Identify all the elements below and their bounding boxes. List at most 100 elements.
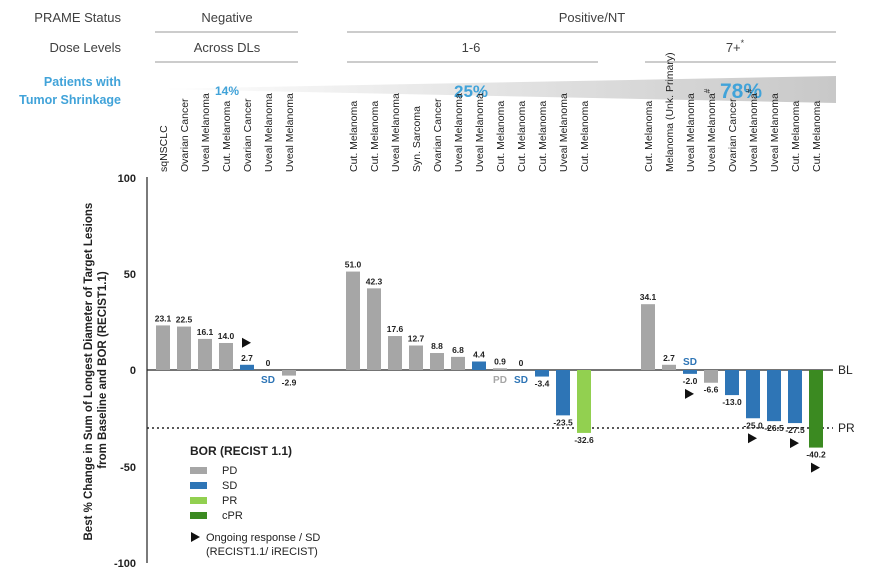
baseline-label: BL xyxy=(838,363,853,377)
legend-swatch-sd xyxy=(190,482,207,489)
data-label: 51.0 xyxy=(345,260,362,270)
bar xyxy=(451,356,465,370)
legend-label-sd: SD xyxy=(222,480,237,492)
data-label: 17.6 xyxy=(387,324,404,334)
y-tick-label: -100 xyxy=(114,558,136,570)
x-category-label: Uveal Melanoma xyxy=(390,93,402,172)
negative-label: Negative xyxy=(201,10,252,25)
category-mark: # xyxy=(745,88,754,93)
shrinkage-label-line2: Tumor Shrinkage xyxy=(19,93,121,107)
bar xyxy=(767,370,781,422)
ongoing-arrow-icon xyxy=(811,462,820,473)
prame-status-label: PRAME Status xyxy=(34,10,121,25)
legend-label-cpr: cPR xyxy=(222,510,243,522)
y-axis-title-line1: Best % Change in Sum of Longest Diameter… xyxy=(83,203,95,541)
data-label: 0 xyxy=(266,358,271,368)
shrinkage-negative: 14% xyxy=(215,84,239,98)
legend-label-pr: PR xyxy=(222,495,237,507)
bar xyxy=(556,370,570,416)
bor-tag: PD xyxy=(493,375,507,386)
data-label: 4.4 xyxy=(473,350,485,360)
x-category-label: Ovarian Cancer xyxy=(242,98,254,172)
bar xyxy=(662,364,676,370)
data-label: -3.4 xyxy=(535,379,550,389)
x-category-label: Uveal Melanoma xyxy=(685,93,697,172)
bar xyxy=(177,326,191,370)
y-axis-title-line2: from Baseline and BOR (RECIST1.1) xyxy=(97,271,109,469)
y-axis-title: Best % Change in Sum of Longest Diameter… xyxy=(83,199,109,540)
data-label: 0.9 xyxy=(494,356,506,366)
bar xyxy=(725,370,739,396)
bar xyxy=(409,345,423,370)
data-label: -32.6 xyxy=(574,435,594,445)
data-label: -27.5 xyxy=(785,425,805,435)
x-category-label: Cut. Melanoma xyxy=(537,101,549,172)
y-tick-label: 100 xyxy=(118,173,136,185)
bar xyxy=(535,370,549,377)
bor-tag: SD xyxy=(261,375,275,386)
data-label: 12.7 xyxy=(408,333,425,343)
x-category-label: Cut. Melanoma xyxy=(369,101,381,172)
legend-ongoing-label-line2: (RECIST1.1/ iRECIST) xyxy=(206,546,318,558)
x-category-label: Cut. Melanoma xyxy=(516,101,528,172)
header: PRAME Status Negative Positive/NT Dose L… xyxy=(19,10,836,107)
shrinkage-dl1-6: 25% xyxy=(454,82,488,101)
x-category-label: Ovarian Cancer xyxy=(727,98,739,172)
x-category-label: Uveal Melanoma xyxy=(263,93,275,172)
data-label: -26.5 xyxy=(764,423,784,433)
legend: BOR (RECIST 1.1) PD SD PR cPR Ongoing re… xyxy=(190,444,320,558)
data-label: -25.0 xyxy=(743,420,763,430)
data-label: 22.5 xyxy=(176,315,193,325)
x-category-label: Uveal Melanoma xyxy=(558,93,570,172)
shrinkage-dl7plus: 78% xyxy=(720,80,762,103)
x-category-label: Cut. Melanoma xyxy=(643,101,655,172)
bar xyxy=(156,325,170,370)
x-category-label: Uveal Melanoma# xyxy=(703,88,718,172)
shrinkage-label-line1: Patients with xyxy=(44,75,121,89)
data-label: 16.1 xyxy=(197,327,214,337)
bar xyxy=(430,353,444,370)
bar xyxy=(746,370,760,419)
ongoing-arrow-icon xyxy=(685,388,694,399)
bor-tag: SD xyxy=(683,357,697,368)
x-category-label: Cut. Melanoma xyxy=(579,101,591,172)
ongoing-arrow-icon xyxy=(790,438,799,449)
x-category-label: Melanoma (Unk. Primary) xyxy=(664,52,676,172)
data-label: 2.7 xyxy=(663,353,675,363)
x-category-label: Uveal Melanoma# xyxy=(745,88,760,172)
data-label: -40.2 xyxy=(806,450,826,460)
x-category-label: Syn. Sarcoma xyxy=(411,106,423,172)
x-category-label: Cut. Melanoma xyxy=(221,101,233,172)
x-category-label: Uveal Melanoma xyxy=(284,93,296,172)
bar xyxy=(367,288,381,370)
bar xyxy=(472,361,486,370)
x-category-label: Uveal Melanoma xyxy=(474,93,486,172)
data-label: 42.3 xyxy=(366,276,383,286)
data-label: -13.0 xyxy=(722,397,742,407)
y-tick-label: -50 xyxy=(120,462,136,474)
legend-title: BOR (RECIST 1.1) xyxy=(190,444,292,458)
x-category-label: Cut. Melanoma xyxy=(811,101,823,172)
dose-group-7plus-label: 7+ xyxy=(726,40,741,55)
data-label: -6.6 xyxy=(704,385,719,395)
bar xyxy=(493,368,507,370)
positive-label: Positive/NT xyxy=(559,10,626,25)
data-label: -2.0 xyxy=(683,376,698,386)
legend-label-pd: PD xyxy=(222,465,237,477)
data-label: -23.5 xyxy=(553,417,573,427)
y-tick-label: 0 xyxy=(130,365,136,377)
bor-tag: SD xyxy=(514,375,528,386)
bar xyxy=(198,338,212,370)
data-label: 8.8 xyxy=(431,341,443,351)
dose-group-7plus: 7+* xyxy=(726,38,745,55)
x-category-label: Uveal Melanoma xyxy=(769,93,781,172)
bar xyxy=(388,336,402,370)
x-category-label: sqNSCLC xyxy=(158,125,170,172)
x-category-label: Cut. Melanoma xyxy=(790,101,802,172)
category-mark: # xyxy=(703,88,712,93)
data-label: 23.1 xyxy=(155,313,172,323)
x-category-label: Cut. Melanoma xyxy=(348,101,360,172)
bar xyxy=(809,370,823,448)
bar xyxy=(282,370,296,376)
